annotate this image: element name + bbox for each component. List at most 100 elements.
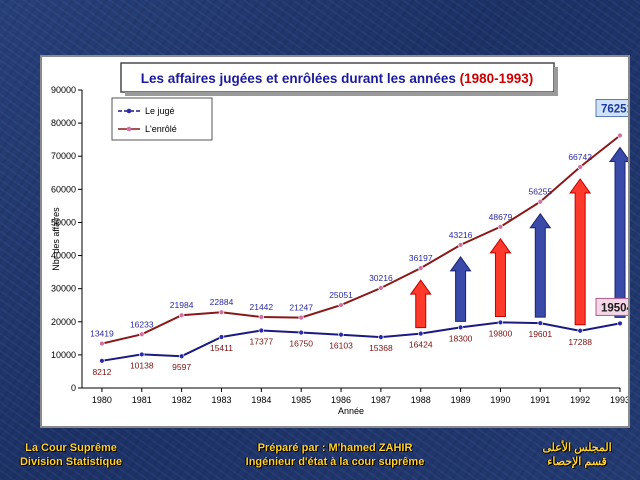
- data-point: [457, 242, 464, 248]
- legend-label: Le jugé: [145, 106, 175, 116]
- data-point: [139, 331, 145, 337]
- data-point: [418, 330, 424, 337]
- data-point: [99, 358, 105, 364]
- data-label: 16103: [329, 341, 353, 351]
- data-label: 17377: [250, 336, 274, 346]
- x-tick-label: 1984: [251, 395, 271, 405]
- x-axis-title: Année: [338, 406, 364, 416]
- data-point: [497, 224, 504, 230]
- data-label: 17288: [568, 337, 592, 347]
- data-point: [298, 329, 304, 336]
- title-box-shadow: [554, 67, 558, 96]
- highlight-box: [595, 297, 628, 316]
- y-tick-label: 10000: [51, 350, 76, 360]
- data-point: [457, 324, 464, 331]
- footer-center-line-1: Préparé par : M'hamed ZAHIR: [257, 442, 413, 454]
- legend-marker: [126, 108, 132, 114]
- data-point: [378, 334, 384, 340]
- data-label: 16233: [130, 319, 154, 329]
- data-label: 56255: [528, 187, 552, 197]
- growth-arrow: [489, 237, 512, 317]
- growth-arrow: [609, 146, 628, 318]
- highlight-box: [595, 99, 628, 118]
- x-tick-label: 1986: [331, 395, 351, 405]
- data-label: 16750: [289, 339, 313, 349]
- y-tick-label: 70000: [51, 151, 76, 161]
- growth-arrow: [569, 178, 592, 326]
- x-tick-label: 1988: [411, 395, 431, 405]
- data-point: [497, 319, 504, 326]
- data-point: [338, 331, 344, 338]
- y-axis-title: Nbr des affaires: [51, 207, 61, 271]
- growth-arrow: [449, 256, 472, 322]
- data-point: [139, 351, 145, 358]
- legend-label: L'enrôlé: [145, 124, 177, 134]
- data-label: 22884: [210, 297, 234, 307]
- data-label: 19601: [528, 329, 552, 339]
- data-point: [617, 132, 623, 139]
- y-tick-label: 0: [71, 383, 76, 393]
- data-point: [258, 327, 265, 334]
- data-label: 15411: [210, 343, 233, 353]
- x-tick-label: 1982: [172, 395, 192, 405]
- highlight-label: 19504: [601, 302, 628, 314]
- data-point: [617, 320, 623, 327]
- y-tick-label: 30000: [51, 284, 76, 294]
- x-tick-label: 1980: [92, 395, 112, 405]
- x-tick-label: 1990: [490, 395, 510, 405]
- x-tick-label: 1987: [371, 395, 391, 405]
- footer-left: La Cour Suprême Division Statistique: [6, 441, 136, 469]
- y-tick-label: 50000: [51, 217, 76, 227]
- footer-left-line-1: La Cour Suprême: [25, 442, 117, 454]
- chart-svg: 0 10000 20000 30000 40000 50000 60000 70000 8000…: [51, 62, 628, 416]
- x-tick-label: 1992: [570, 395, 590, 405]
- data-point: [418, 265, 424, 271]
- data-label: 15368: [369, 343, 393, 353]
- data-point: [218, 334, 225, 340]
- chart-title: Les affaires jugées et enrôlées durant l…: [141, 71, 533, 86]
- title-box-shadow: [125, 92, 558, 96]
- title-box: [120, 62, 555, 93]
- data-point: [178, 312, 185, 318]
- footer-right-line-2: قسم الإحصاء: [547, 456, 607, 468]
- series-line: [101, 321, 621, 362]
- data-label: 25051: [329, 290, 353, 300]
- data-point: [298, 314, 304, 321]
- y-tick-label: 40000: [51, 251, 76, 261]
- x-tick-label: 1981: [132, 395, 152, 405]
- data-label: 30216: [369, 273, 393, 283]
- data-point: [537, 199, 543, 205]
- data-label: 9597: [172, 362, 191, 372]
- series-line: [101, 134, 621, 345]
- data-point: [178, 353, 185, 359]
- data-label: 8212: [92, 367, 111, 377]
- footer-center: Préparé par : M'hamed ZAHIR Ingénieur d'…: [195, 441, 475, 469]
- data-label: 21247: [289, 303, 313, 313]
- data-label: 21984: [170, 300, 194, 310]
- data-point: [537, 320, 543, 326]
- data-label: 36197: [409, 253, 433, 263]
- data-label: 66742: [568, 152, 592, 162]
- footer-center-line-2: Ingénieur d'état à la cour suprême: [245, 456, 425, 468]
- data-label: 19800: [489, 328, 513, 338]
- y-tick-label: 60000: [51, 184, 76, 194]
- x-tick-label: 1983: [211, 395, 231, 405]
- data-point: [258, 314, 265, 320]
- chart-title-period: (1980-1993): [460, 71, 534, 86]
- data-label: 13419: [90, 329, 114, 339]
- data-point: [378, 285, 384, 291]
- data-point: [338, 302, 344, 308]
- chart-title-main: Les affaires jugées et enrôlées durant l…: [141, 71, 460, 86]
- data-label: 10138: [130, 360, 154, 370]
- growth-arrow: [529, 212, 552, 318]
- data-label: 16424: [409, 340, 433, 350]
- data-point: [577, 164, 583, 170]
- data-point: [218, 309, 225, 315]
- legend-marker: [126, 126, 132, 132]
- x-tick-label: 1985: [291, 395, 311, 405]
- growth-arrow: [409, 279, 432, 329]
- y-tick-label: 20000: [51, 317, 76, 327]
- footer-right-line-1: المجلس الأعلى: [542, 442, 612, 454]
- data-point: [99, 340, 105, 347]
